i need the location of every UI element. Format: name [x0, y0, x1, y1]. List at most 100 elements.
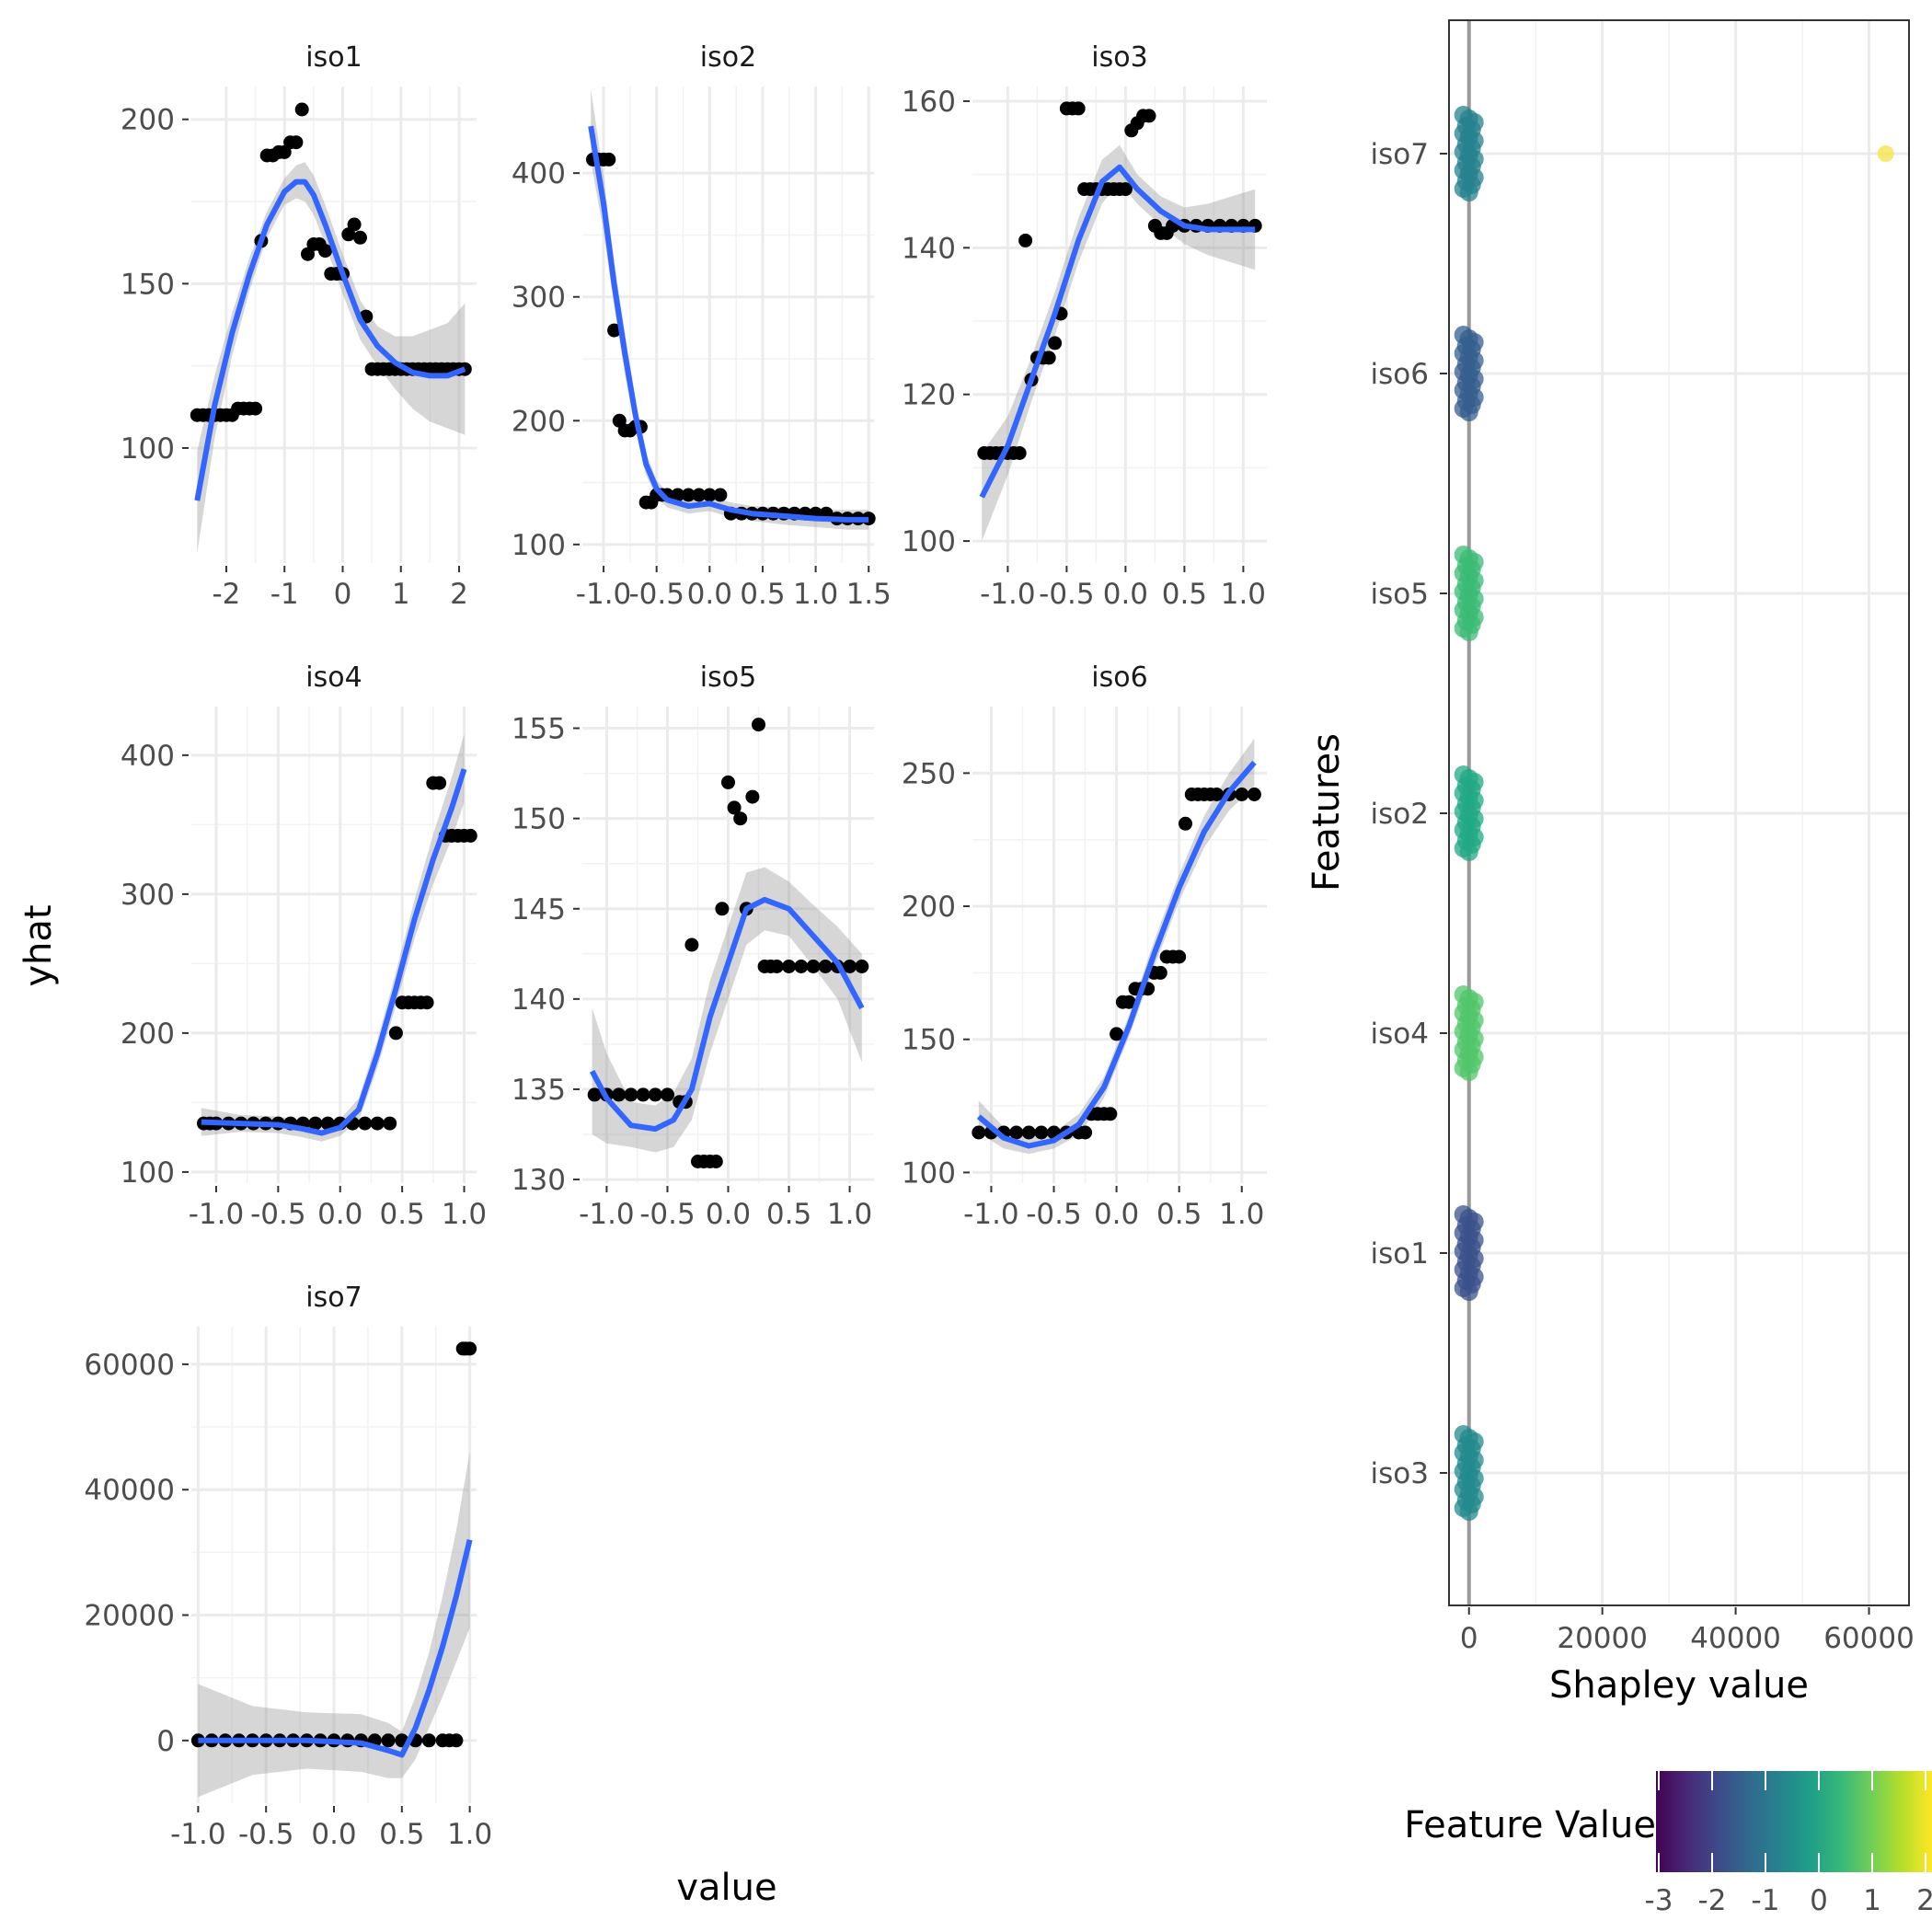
x-tick-label: -0.5 — [639, 1198, 696, 1231]
y-tick-label: 200 — [121, 1018, 175, 1051]
legend-tick-label: -3 — [1645, 1884, 1673, 1917]
legend-colorbar — [1656, 1771, 1932, 1872]
x-tick-label: 0 — [334, 578, 352, 611]
shap-point — [1459, 1502, 1478, 1521]
facet-title: iso6 — [1091, 661, 1147, 694]
data-point — [661, 1087, 674, 1102]
x-tick-label: 1 — [392, 578, 410, 611]
data-point — [607, 323, 622, 338]
x-tick-label: 1.0 — [447, 1818, 492, 1851]
shap-point — [1459, 1063, 1478, 1081]
data-point — [1142, 109, 1156, 123]
y-tick-label: 100 — [121, 432, 175, 466]
x-tick-label: -1.0 — [579, 1198, 635, 1231]
data-point — [733, 811, 748, 826]
data-point — [1110, 1027, 1124, 1041]
data-point — [1235, 788, 1249, 801]
data-point — [636, 1087, 650, 1102]
data-point — [1012, 446, 1027, 460]
facet-title: iso1 — [305, 41, 362, 74]
data-point — [1210, 788, 1224, 801]
data-point — [383, 1116, 397, 1131]
legend-tick-label: -2 — [1698, 1884, 1727, 1917]
data-point — [318, 244, 332, 259]
data-point — [715, 902, 730, 916]
data-point — [370, 1116, 385, 1131]
y-tick-label: 100 — [512, 529, 566, 562]
x-tick-label: 60000 — [1823, 1622, 1915, 1655]
data-point — [648, 1087, 662, 1102]
y-tick-label: 200 — [512, 405, 566, 438]
shap-point — [1459, 403, 1478, 421]
x-tick-label: 0.5 — [1162, 578, 1207, 611]
x-tick-label: 0.5 — [379, 1198, 424, 1231]
x-tick-label: 1.5 — [846, 578, 891, 611]
y-tick-label: 0 — [156, 1725, 175, 1758]
x-tick-label: -1.0 — [576, 578, 632, 611]
data-point — [388, 1026, 403, 1041]
legend-tick-label: 0 — [1810, 1884, 1828, 1917]
y-tick-label: 100 — [902, 1156, 956, 1190]
data-point — [782, 960, 796, 973]
facet-title: iso2 — [700, 41, 756, 74]
legend-title: Feature Value — [1404, 1804, 1656, 1846]
x-tick-label: -1.0 — [170, 1818, 226, 1851]
data-point — [1121, 995, 1136, 1009]
y-tick-label: 400 — [512, 157, 566, 190]
data-point — [624, 1087, 638, 1102]
data-point — [702, 488, 717, 502]
x-tick-label: 1.0 — [442, 1198, 487, 1231]
data-point — [358, 1116, 373, 1131]
data-point — [1009, 1125, 1024, 1140]
x-tick-label: 0.5 — [766, 1198, 811, 1231]
data-point — [708, 1155, 723, 1168]
y-tick-label: iso3 — [1371, 1457, 1429, 1490]
panel-iso4: -1.0 -0.5 0.0 0.5 1.0 100 200 300 400 iso4 — [121, 661, 487, 1231]
legend-tick-label: 1 — [1863, 1884, 1881, 1917]
y-tick-label: iso7 — [1371, 138, 1429, 171]
confidence-band — [978, 738, 1255, 1155]
x-tick-label: -1 — [270, 578, 299, 611]
data-point — [587, 1087, 602, 1102]
confidence-band — [592, 867, 862, 1153]
smooth-line — [198, 1539, 473, 1758]
data-point — [713, 488, 728, 502]
data-point — [1172, 949, 1187, 964]
y-tick-label: iso5 — [1371, 578, 1429, 611]
y-axis-title: yhat — [17, 904, 60, 986]
data-point — [421, 1733, 436, 1748]
data-point — [1153, 965, 1167, 980]
facet-title: iso3 — [1091, 41, 1147, 74]
data-point — [681, 488, 696, 502]
confidence-band — [591, 88, 869, 530]
data-point — [463, 1341, 477, 1356]
panel-iso5: -1.0 -0.5 0.0 0.5 1.0 130 135 140 145 150 155 iso5 — [512, 661, 874, 1231]
y-tick-label: iso2 — [1371, 798, 1429, 831]
y-tick-label: 150 — [121, 268, 175, 301]
data-point — [1118, 182, 1133, 197]
x-tick-label: -0.5 — [1039, 578, 1095, 611]
shap-point — [1459, 1282, 1478, 1301]
y-tick-label: 300 — [512, 282, 566, 315]
confidence-band — [197, 162, 466, 554]
data-point — [308, 1116, 323, 1131]
x-tick-label: 1.0 — [793, 578, 838, 611]
x-tick-label: 0.0 — [706, 1198, 751, 1231]
y-tick-label: 150 — [512, 803, 566, 836]
x-tick-label: 0.0 — [317, 1198, 362, 1231]
y-tick-label: 155 — [512, 713, 566, 746]
data-point — [248, 401, 263, 416]
y-tick-label: iso1 — [1371, 1237, 1429, 1271]
facet-title: iso5 — [700, 661, 756, 694]
data-point — [1071, 101, 1086, 116]
data-point — [420, 995, 434, 1010]
data-point — [1078, 1125, 1093, 1140]
x-tick-label: 1.0 — [1221, 578, 1266, 611]
confidence-band — [201, 734, 465, 1142]
x-tick-label: -1.0 — [189, 1198, 245, 1231]
x-tick-label: 20000 — [1557, 1622, 1648, 1655]
data-point — [1018, 233, 1033, 247]
x-tick-label: 0.5 — [379, 1818, 424, 1851]
data-point — [432, 776, 447, 790]
data-point — [769, 960, 784, 973]
